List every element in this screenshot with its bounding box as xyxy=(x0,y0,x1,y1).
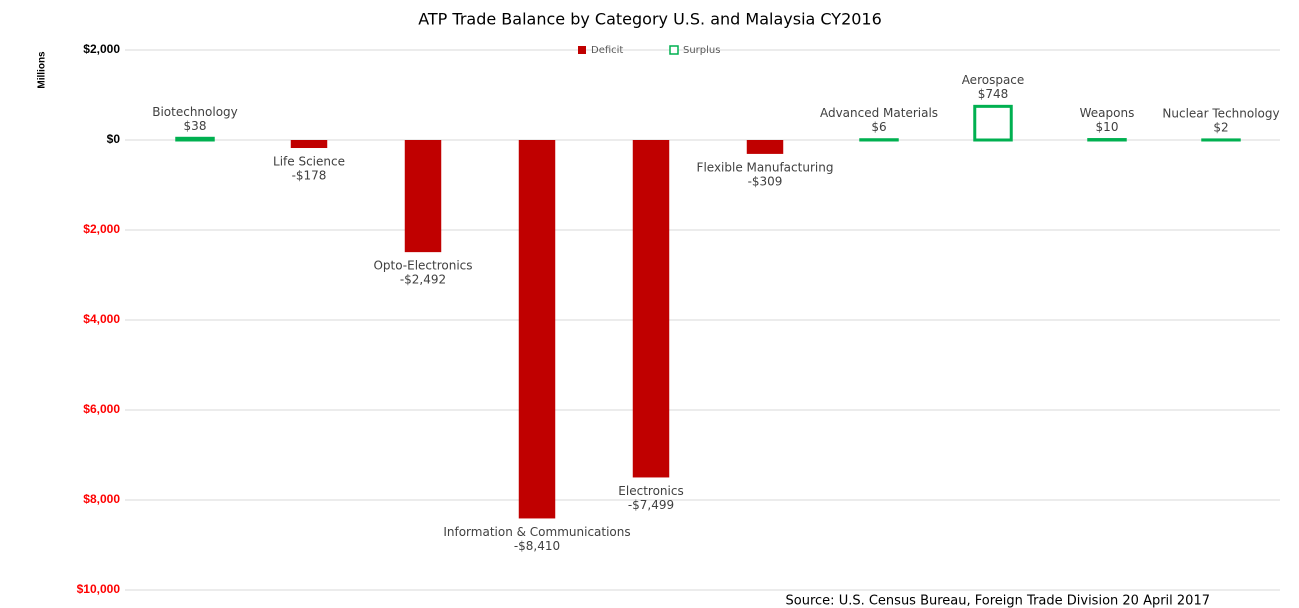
value-label: $748 xyxy=(978,87,1009,101)
bar xyxy=(973,104,1013,142)
value-label: $38 xyxy=(184,119,207,133)
category-label: Electronics xyxy=(618,484,683,498)
category-label: Opto-Electronics xyxy=(373,259,472,273)
category-label: Biotechnology xyxy=(152,105,238,119)
legend-swatch xyxy=(578,46,586,54)
legend-label: Deficit xyxy=(591,45,623,56)
bar xyxy=(175,136,215,142)
y-tick-label: $6,000 xyxy=(83,402,120,416)
bar xyxy=(404,140,442,253)
category-label: Weapons xyxy=(1080,106,1135,120)
value-label: $10 xyxy=(1096,120,1119,134)
y-tick-label: $10,000 xyxy=(77,582,121,596)
y-tick-label: $4,000 xyxy=(83,312,120,326)
value-label: -$178 xyxy=(292,169,327,183)
y-tick-label: $0 xyxy=(107,132,121,146)
category-label: Aerospace xyxy=(962,73,1025,87)
bar xyxy=(290,140,328,149)
value-label: $6 xyxy=(871,120,886,134)
source-note: Source: U.S. Census Bureau, Foreign Trad… xyxy=(786,594,1210,608)
value-label: -$7,499 xyxy=(628,498,674,512)
y-tick-label: $2,000 xyxy=(83,222,120,236)
bar xyxy=(632,140,670,478)
y-axis-label: Millions xyxy=(37,51,48,89)
value-label: -$309 xyxy=(748,174,783,188)
category-label: Advanced Materials xyxy=(820,106,938,120)
category-label: Nuclear Technology xyxy=(1162,106,1279,120)
legend-swatch xyxy=(669,45,679,55)
bar xyxy=(518,140,556,519)
category-label: Life Science xyxy=(273,155,345,169)
bar xyxy=(746,140,784,154)
value-label: -$2,492 xyxy=(400,273,446,287)
category-label: Flexible Manufacturing xyxy=(697,160,834,174)
chart-title: ATP Trade Balance by Category U.S. and M… xyxy=(418,10,882,29)
legend-label: Surplus xyxy=(683,45,720,56)
y-tick-label: $8,000 xyxy=(83,492,120,506)
y-tick-label: $2,000 xyxy=(83,42,120,56)
category-label: Information & Communications xyxy=(443,525,630,539)
value-label: $2 xyxy=(1213,120,1228,134)
value-label: -$8,410 xyxy=(514,539,560,553)
